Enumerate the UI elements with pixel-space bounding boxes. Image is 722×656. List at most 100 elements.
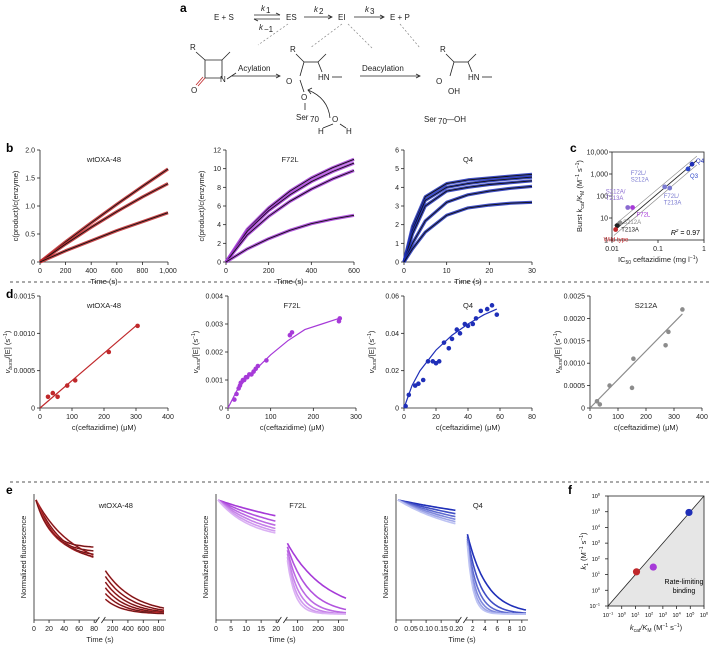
- ci-lower: [613, 164, 698, 236]
- series-c2-band: [39, 182, 169, 264]
- y-tick-label: 0: [219, 406, 223, 413]
- y-tick-label: 6: [217, 204, 221, 211]
- decay-seg2: [286, 542, 347, 599]
- x-tick-label: 0: [226, 414, 230, 421]
- x-tick-label: 800: [137, 268, 149, 275]
- x-axis-label: Time (s): [276, 277, 304, 286]
- y-axis-label: vburst/[E] (s−1): [367, 330, 378, 373]
- x-tick-label: 40: [60, 626, 68, 633]
- scheme-ser70-oh: —OH: [446, 115, 466, 124]
- y-tick-label: 0: [31, 406, 35, 413]
- series-c3-fit: [403, 180, 533, 263]
- x-tick-label: 400: [162, 414, 174, 421]
- chart-f: 10−1 100 101 102 103 104 105 106 10−1 100 101 102 10…: [579, 493, 708, 635]
- scheme-deacylation: Deacylation: [362, 64, 404, 73]
- y-tick-label: 0.0005: [14, 368, 36, 375]
- series-c1-band: [224, 157, 355, 263]
- point-F72L: [630, 205, 635, 210]
- decay-seg1-fit: [35, 499, 94, 558]
- point-Q3: [685, 166, 691, 172]
- data-point: [50, 390, 56, 396]
- x-tick-label: 5: [229, 626, 233, 633]
- x-tick-label: 100: [292, 626, 304, 633]
- y-tick-label: 0: [31, 260, 35, 267]
- region-label-line2: binding: [673, 588, 696, 595]
- y-tick-label: 0.0010: [564, 361, 586, 368]
- y-tick-label: 1: [604, 238, 608, 245]
- fit-curve: [39, 323, 138, 409]
- y-axis-label: c(product)/c(enzyme): [11, 170, 20, 241]
- data-point: [416, 381, 421, 387]
- scheme-o-water: O: [332, 115, 338, 124]
- y-axis-label: vburst/[E] (s−1): [3, 330, 14, 373]
- x-tick-label: 100: [618, 612, 626, 620]
- x-tick-label: 0: [32, 626, 36, 633]
- scheme-k3-sub: 3: [370, 7, 375, 16]
- point-wtOXA-48: [632, 568, 641, 576]
- x-tick-label: 400: [696, 414, 708, 421]
- y-tick-label: 100: [592, 587, 600, 595]
- x-tick-label: 15: [257, 626, 265, 633]
- x-tick-label: 0: [38, 268, 42, 275]
- x-tick-label: 20: [485, 268, 493, 275]
- chart-e3: 0 0.05 0.10 0.15 0.20 2 4 6 8 10 Q4 Time (s) Normali…: [381, 494, 528, 644]
- chart-title: wtOXA-48: [86, 301, 121, 310]
- y-tick-label: 0.0010: [14, 331, 36, 338]
- point-label: F72L: [637, 213, 651, 219]
- chart-title: F72L: [289, 501, 306, 510]
- scheme-k2-sub: 2: [319, 7, 324, 16]
- scheme-ei: EI: [338, 13, 346, 22]
- y-tick-label: 0.0020: [564, 316, 586, 323]
- point-F72L-T213A: [667, 185, 673, 191]
- y-tick-label: 3: [395, 204, 399, 211]
- fit-curve: [227, 317, 340, 409]
- decay-seg1-fit: [35, 499, 94, 548]
- x-tick-label: 20: [432, 414, 440, 421]
- fit-curve: [589, 313, 683, 409]
- y-tick-label: 5: [395, 166, 399, 173]
- x-tick-label: 600: [111, 268, 123, 275]
- x-tick-label: 101: [631, 612, 639, 620]
- x-tick-label: 100: [612, 414, 624, 421]
- scheme-km1-sub: −1: [264, 25, 274, 34]
- data-point: [420, 377, 426, 383]
- x-tick-label: 20: [272, 626, 280, 633]
- x-tick-label: 200: [263, 268, 275, 275]
- x-tick-label: 0: [214, 626, 218, 633]
- decay-seg2: [286, 550, 347, 614]
- x-tick-label: 0.15: [434, 626, 448, 633]
- x-tick-label: 0.05: [404, 626, 418, 633]
- scheme-ser70-b: Ser: [424, 115, 437, 124]
- x-tick-label: 300: [350, 414, 362, 421]
- series-c3-fit: [225, 170, 355, 263]
- series-c5-fit: [403, 201, 533, 263]
- series-c2-fit: [225, 162, 355, 263]
- y-tick-label: 0.0025: [564, 294, 586, 301]
- x-tick-label: 800: [153, 626, 165, 633]
- decay-seg2-fit: [105, 581, 165, 612]
- axes: [227, 296, 356, 409]
- decay-seg2: [466, 540, 527, 615]
- series-c4-fit: [225, 214, 355, 263]
- x-tick-label: 10: [242, 626, 250, 633]
- y-tick-label: 100: [596, 194, 608, 201]
- chart-c: 0.01 0.1 1 1 10 100 1,000 10,000 Q4 Q3 F72L/S212A F…: [575, 150, 706, 267]
- x-axis-label: Time (s): [90, 277, 118, 286]
- x-axis-label: Time (s): [86, 635, 114, 644]
- panel-c-label: c: [570, 141, 577, 155]
- panel-f-label: f: [568, 483, 573, 497]
- scheme-km1: k: [259, 23, 264, 32]
- decay-seg2: [286, 546, 347, 611]
- series-c3-band: [224, 169, 355, 263]
- data-point: [436, 359, 442, 364]
- data-point: [403, 403, 408, 409]
- scheme-h2: H: [346, 127, 352, 136]
- scheme-ser70-b-sub: 70: [438, 117, 447, 126]
- y-tick-label: 0.04: [385, 331, 399, 338]
- decay-seg2-fit: [105, 587, 165, 613]
- decay-seg1: [35, 499, 94, 558]
- y-tick-label: 2.0: [25, 148, 35, 155]
- region-label-line1: Rate-limiting: [665, 579, 704, 586]
- chart-d4: 0 100 200 300 400 0 0.0005 0.0010 0.0015 0.0020 0.…: [553, 294, 708, 433]
- chart-e2: 0 5 10 15 20 100 200 300 F72L Time (s) Normalized …: [201, 494, 348, 644]
